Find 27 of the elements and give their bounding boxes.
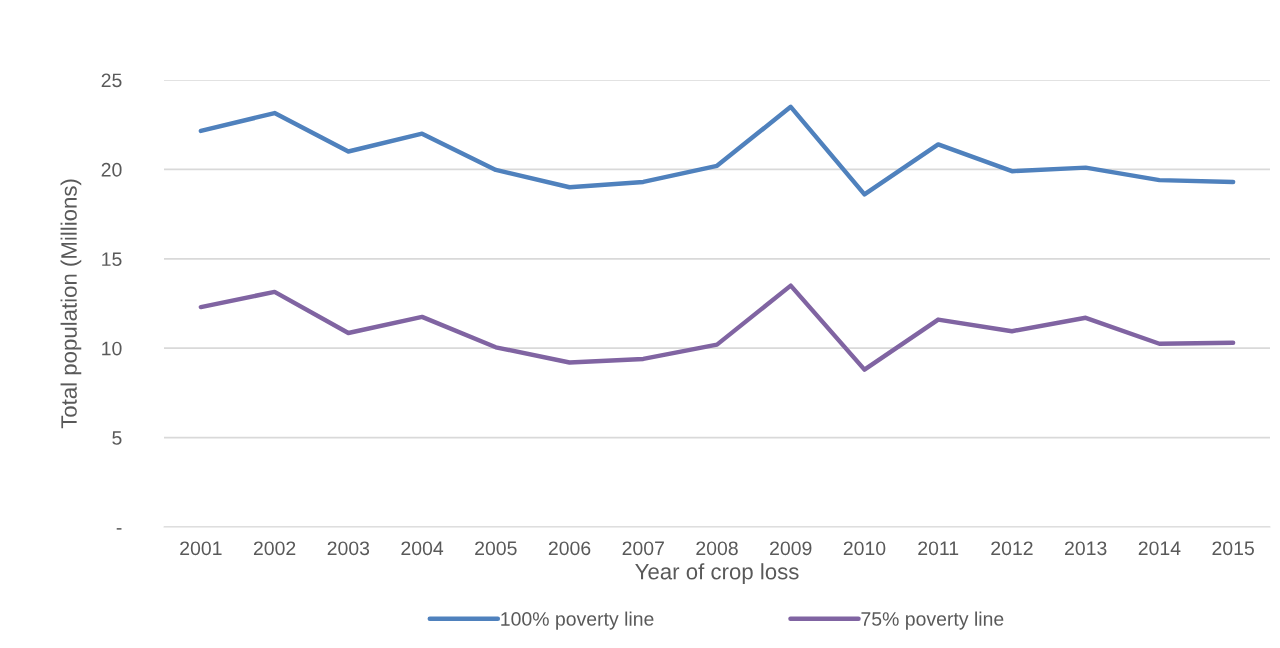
x-tick-label: 2014: [1138, 541, 1181, 556]
y-tick-label: 25: [101, 73, 122, 88]
y-axis-title: Total population (Millions): [60, 179, 82, 429]
x-tick-label: 2010: [843, 541, 886, 556]
x-tick-label: 2012: [991, 541, 1033, 556]
x-tick-label: 2013: [1065, 541, 1107, 556]
line-series: [198, 104, 1236, 197]
x-tick-label: 2008: [696, 541, 738, 556]
legend-label: 100% poverty line: [501, 611, 654, 630]
y-tick-label: 10: [102, 341, 122, 356]
y-tick-label: 20: [101, 162, 122, 177]
x-tick-label: 2001: [180, 541, 222, 556]
x-tick-label: 2009: [770, 541, 812, 556]
y-tick-label: -: [116, 528, 122, 530]
y-tick-label: 5: [112, 431, 122, 445]
x-tick-label: 2003: [327, 541, 370, 556]
x-tick-label: 2004: [401, 541, 444, 556]
x-tick-label: 2015: [1212, 541, 1254, 556]
x-tick-label: 2005: [475, 541, 517, 556]
x-tick-label: 2002: [253, 541, 296, 556]
y-tick-label: 15: [102, 252, 122, 267]
x-tick-label: 2006: [548, 541, 591, 556]
x-tick-label: 2011: [918, 541, 959, 556]
x-axis-title: Year of crop loss: [635, 563, 799, 584]
x-tick-label: 2007: [622, 541, 664, 556]
line-series: [198, 283, 1236, 372]
legend-label: 75% poverty line: [861, 611, 1004, 630]
